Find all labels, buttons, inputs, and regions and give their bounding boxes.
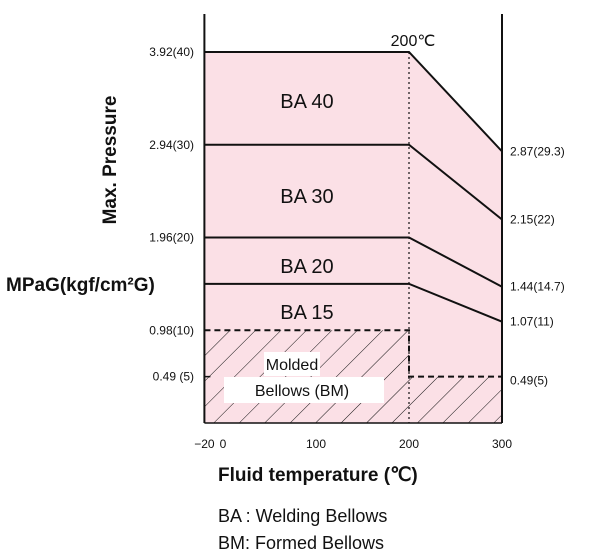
plot-area bbox=[203, 14, 503, 424]
x-tick-label: 300 bbox=[492, 437, 512, 451]
region-label-ba30: BA 30 bbox=[280, 186, 333, 208]
region-label-ba15: BA 15 bbox=[280, 302, 333, 324]
ba30-line bbox=[204, 143, 503, 221]
legend-bm: BM: Formed Bellows bbox=[218, 533, 384, 553]
y-tick-label-left: 0.98(10) bbox=[149, 323, 194, 337]
y-axis-unit: MPaG(kgf/cm²G) bbox=[6, 275, 155, 296]
y-tick-label-right: 2.87(29.3) bbox=[510, 144, 565, 158]
ba15-line bbox=[204, 282, 503, 323]
y-tick-label-left: 2.94(30) bbox=[149, 138, 194, 152]
ba40-line bbox=[204, 51, 503, 153]
y-axis-title: Max. Pressure bbox=[100, 96, 121, 225]
y-tick-label-left: 3.92(40) bbox=[149, 45, 194, 59]
x-axis-title: Fluid temperature (℃) bbox=[218, 465, 418, 486]
annotation-200c: 200℃ bbox=[391, 33, 436, 50]
x-tick-label: 0 bbox=[220, 437, 227, 451]
x-tick-label: 200 bbox=[399, 437, 419, 451]
region-label-ba40: BA 40 bbox=[280, 91, 333, 113]
y-tick-label-right: 0.49(5) bbox=[510, 374, 548, 388]
y-tick-label-right: 2.15(22) bbox=[510, 213, 555, 227]
legend-ba: BA : Welding Bellows bbox=[218, 506, 387, 526]
ba20-line bbox=[204, 236, 503, 288]
molded-bellows-line bbox=[204, 329, 502, 378]
x-tick-label: 100 bbox=[306, 437, 326, 451]
x-tick-label: −20 bbox=[194, 437, 215, 451]
y-tick-label-right: 1.44(14.7) bbox=[510, 280, 565, 294]
y-tick-label-right: 1.07(11) bbox=[510, 315, 554, 329]
region-label-molded: Molded bbox=[266, 357, 318, 374]
region-labels: BA 40 BA 30 BA 20 BA 15 Molded Bellows (BM) 20… bbox=[224, 33, 435, 403]
molded-label-bg-1 bbox=[264, 352, 320, 376]
molded-label-bg-2 bbox=[224, 377, 384, 403]
tick-labels: 3.92(40) 2.94(30) 1.96(20) 0.98(10) 0.49 (5)… bbox=[149, 45, 564, 451]
y-tick-label-left: 1.96(20) bbox=[149, 231, 194, 245]
region-label-ba20: BA 20 bbox=[280, 256, 333, 278]
y-tick-label-left: 0.49 (5) bbox=[153, 370, 194, 384]
region-label-bellows-bm: Bellows (BM) bbox=[255, 383, 349, 400]
